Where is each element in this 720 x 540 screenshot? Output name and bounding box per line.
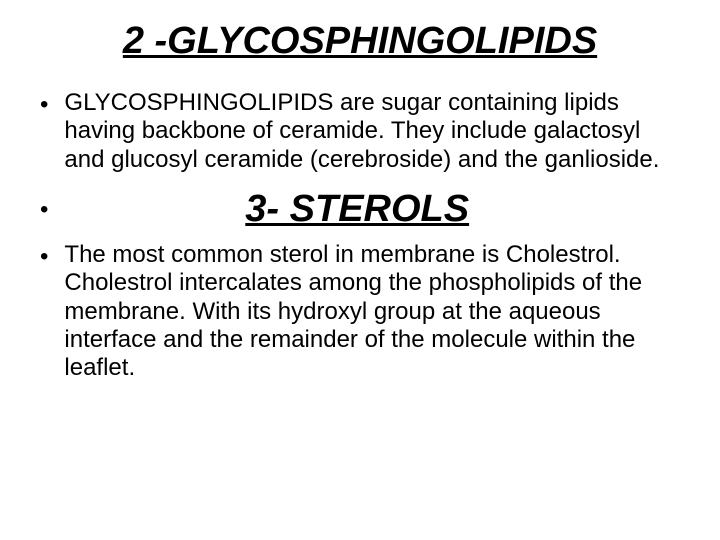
bullet-icon: • [40,196,48,225]
paragraph-1: GLYCOSPHINGOLIPIDS are sugar containing … [64,89,680,174]
bullet-item-2: • The most common sterol in membrane is … [40,241,680,383]
bullet-icon: • [40,243,48,272]
slide-subheading: 3- STEROLS [64,188,680,231]
bullet-item-subheading: • 3- STEROLS [40,188,680,231]
bullet-item-1: • GLYCOSPHINGOLIPIDS are sugar containin… [40,89,680,174]
paragraph-2: The most common sterol in membrane is Ch… [64,241,680,383]
bullet-icon: • [40,91,48,120]
slide-title: 2 -GLYCOSPHINGOLIPIDS [40,20,680,63]
